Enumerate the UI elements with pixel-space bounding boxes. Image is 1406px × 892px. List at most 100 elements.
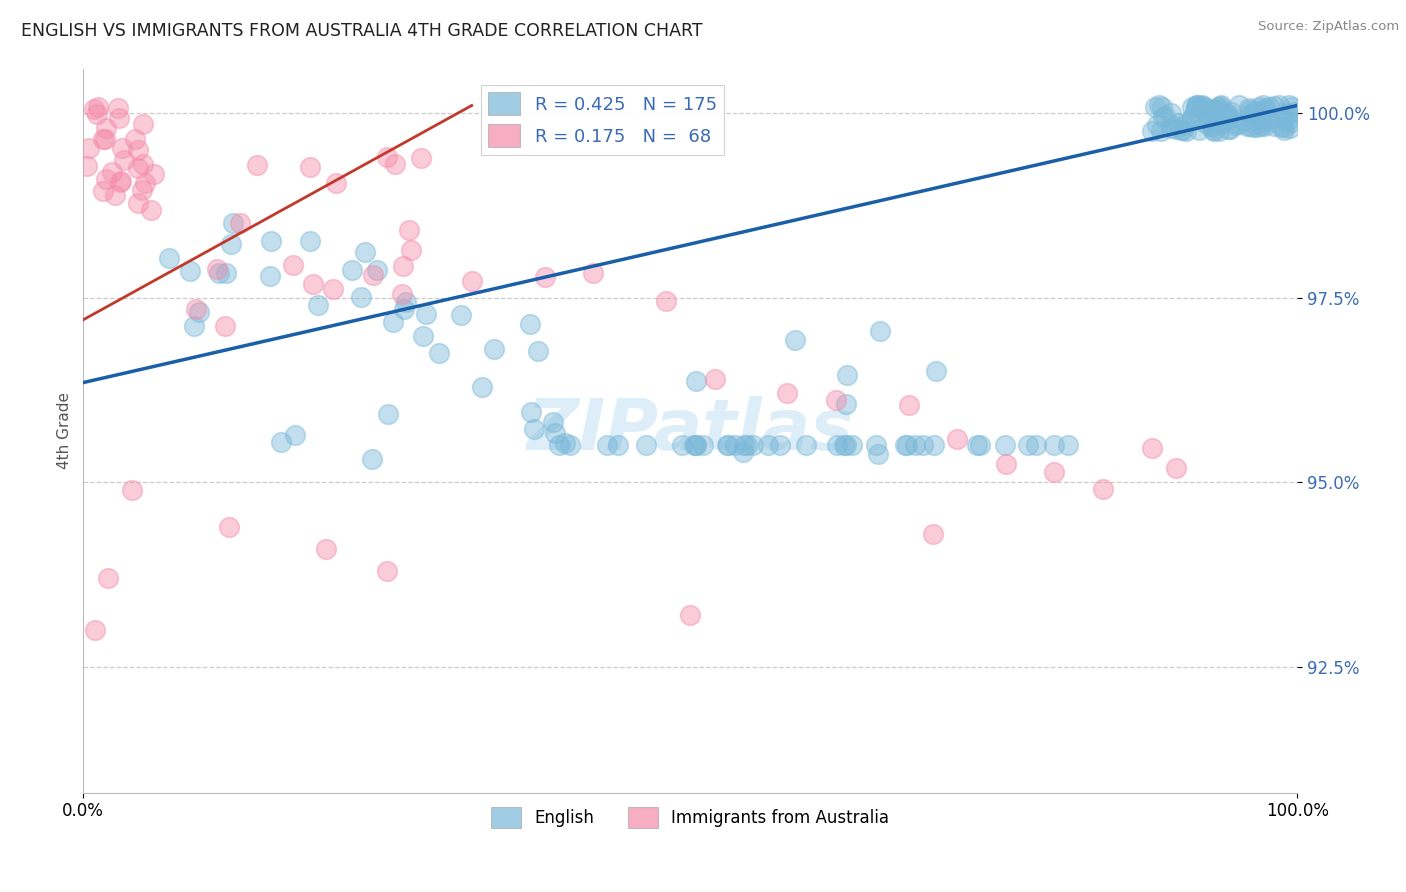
Point (1042, 438, 1064, 452)
Point (548, 438, 571, 452)
Point (84, 623, 107, 637)
Point (685, 438, 707, 452)
Point (1194, 104, 1216, 119)
Point (783, 333, 806, 347)
Point (922, 438, 945, 452)
Point (1140, 123, 1163, 137)
Point (409, 151, 432, 165)
Text: ZIPatlas: ZIPatlas (527, 396, 853, 465)
Point (412, 328, 434, 343)
Point (1264, 111, 1286, 125)
Point (1209, 102, 1232, 116)
Point (733, 438, 755, 452)
Point (541, 415, 564, 429)
Point (384, 157, 406, 171)
Point (1211, 116, 1233, 130)
Text: Source: ZipAtlas.com: Source: ZipAtlas.com (1258, 20, 1399, 33)
Point (865, 438, 887, 452)
Point (76, 160, 98, 174)
Point (1208, 99, 1230, 113)
Point (1212, 109, 1234, 123)
Point (157, 251, 180, 265)
Point (179, 264, 201, 278)
Point (1236, 120, 1258, 134)
Point (1187, 98, 1209, 112)
Point (1185, 98, 1208, 112)
Point (1149, 98, 1171, 112)
Point (131, 183, 153, 197)
Point (558, 438, 581, 452)
Point (794, 438, 817, 452)
Point (112, 153, 135, 167)
Point (1257, 113, 1279, 128)
Y-axis label: 4th Grade: 4th Grade (58, 392, 72, 469)
Point (897, 398, 920, 412)
Point (132, 157, 155, 171)
Point (1057, 438, 1080, 452)
Point (1226, 117, 1249, 131)
Point (1272, 111, 1295, 125)
Point (1227, 98, 1250, 112)
Point (100, 165, 122, 179)
Point (1254, 101, 1277, 115)
Point (1043, 465, 1066, 479)
Point (1154, 109, 1177, 123)
Point (946, 432, 969, 446)
Point (284, 428, 307, 442)
Point (1192, 99, 1215, 113)
Point (994, 457, 1017, 471)
Point (375, 150, 398, 164)
Point (1220, 104, 1243, 119)
Legend: English, Immigrants from Australia: English, Immigrants from Australia (485, 800, 896, 835)
Point (395, 294, 418, 309)
Point (582, 266, 605, 280)
Point (1206, 103, 1229, 117)
Point (544, 426, 567, 441)
Point (869, 324, 891, 338)
Point (655, 294, 678, 309)
Point (1201, 120, 1223, 134)
Point (1167, 116, 1189, 130)
Point (523, 422, 546, 436)
Point (1208, 123, 1230, 137)
Point (1219, 122, 1241, 136)
Point (634, 438, 657, 452)
Point (533, 270, 555, 285)
Point (1174, 118, 1197, 132)
Point (904, 438, 927, 452)
Point (482, 343, 505, 357)
Point (471, 380, 494, 394)
Point (270, 435, 292, 450)
Point (392, 259, 415, 273)
Point (1185, 98, 1208, 112)
Point (392, 302, 415, 317)
Point (207, 262, 229, 277)
Point (1241, 120, 1264, 135)
Point (377, 407, 399, 421)
Point (1144, 100, 1167, 114)
Point (596, 438, 619, 452)
Point (1171, 122, 1194, 136)
Point (1246, 120, 1268, 134)
Point (382, 315, 405, 329)
Point (1272, 120, 1295, 135)
Point (1249, 116, 1271, 130)
Point (218, 519, 240, 533)
Point (1160, 106, 1182, 120)
Point (841, 438, 863, 452)
Point (1160, 118, 1182, 132)
Point (969, 438, 991, 452)
Point (91, 184, 114, 198)
Point (716, 438, 738, 452)
Point (1204, 103, 1226, 117)
Point (399, 243, 422, 257)
Point (1268, 98, 1291, 112)
Point (911, 438, 934, 452)
Point (519, 317, 541, 331)
Point (606, 438, 628, 452)
Point (1233, 113, 1256, 128)
Point (1272, 123, 1295, 137)
Point (111, 140, 134, 154)
Point (1194, 116, 1216, 130)
Point (1250, 120, 1272, 134)
